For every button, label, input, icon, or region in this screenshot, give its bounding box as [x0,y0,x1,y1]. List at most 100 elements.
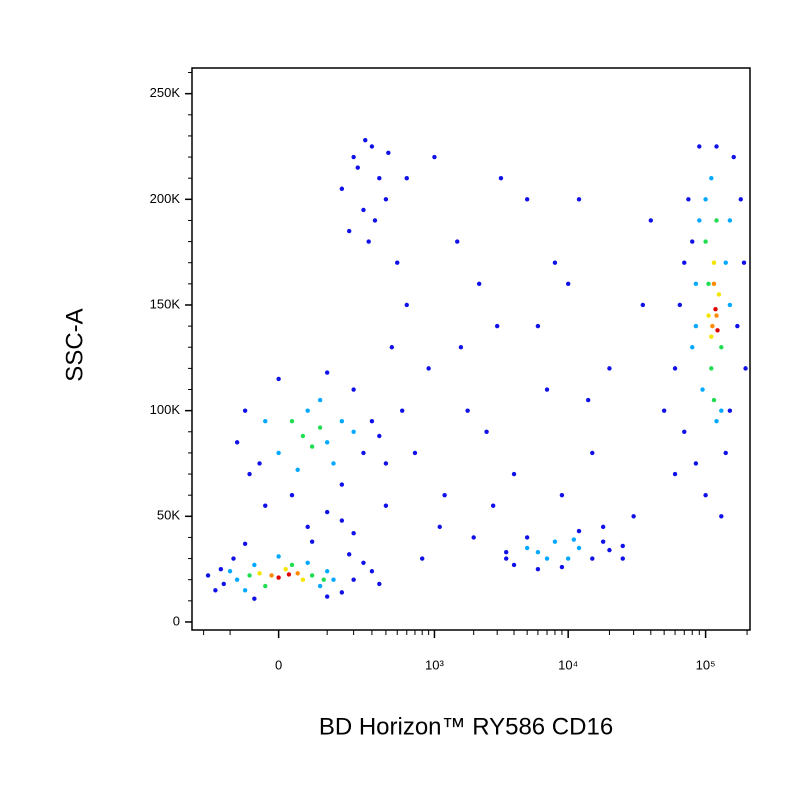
y-tick-label: 200K [150,191,181,206]
data-point [714,218,719,223]
data-point [741,260,747,265]
data-point [218,566,224,572]
data-point [276,376,281,382]
data-point [383,461,389,466]
data-point [535,550,541,555]
data-point [693,281,699,287]
data-point [719,514,724,519]
data-point [324,594,330,599]
data-point [738,197,743,202]
data-point [252,596,257,601]
data-point [324,569,330,574]
data-point [383,503,389,508]
data-point [346,228,352,234]
data-point [309,444,315,449]
data-point [242,541,248,546]
data-point [703,492,708,498]
data-point [706,313,711,318]
data-point [339,419,345,424]
data-point [300,577,306,582]
data-point [242,588,248,593]
data-point [300,433,306,439]
data-point [690,239,695,244]
data-point [709,366,714,371]
data-point [727,408,733,413]
data-point [346,552,352,557]
data-point [693,461,699,466]
data-point [257,571,262,576]
data-point [511,471,517,477]
data-point [289,562,295,568]
data-point [703,239,708,244]
data-point [690,345,695,350]
data-point [714,419,719,424]
data-point [476,281,482,287]
data-point [709,175,714,181]
data-point [231,556,236,561]
data-point [494,323,500,329]
data-point [590,450,595,456]
data-point [471,535,476,540]
data-point [484,429,489,434]
x-tick-label: 10⁵ [696,657,716,672]
data-point [309,539,315,544]
data-point [395,260,400,265]
data-point [276,554,281,559]
data-point [363,137,368,143]
data-point [339,518,345,523]
data-point [703,197,708,202]
data-point [351,531,356,536]
data-point [565,281,571,287]
data-point [369,144,375,149]
data-point [305,560,310,565]
data-point [227,569,233,574]
data-point [524,197,530,202]
data-point [697,144,702,149]
data-point [361,450,366,456]
data-point [498,175,504,181]
data-point [321,577,326,582]
data-point [339,590,345,595]
data-point [404,302,409,308]
data-point [369,569,375,574]
data-point [743,366,748,371]
data-point [361,207,366,213]
data-point [711,397,717,403]
data-point [559,492,565,498]
data-point [672,471,678,477]
data-point [263,583,268,589]
data-point [723,450,728,456]
data-point [585,397,591,403]
data-point [383,197,389,202]
data-point [544,556,550,561]
data-point [697,218,702,223]
data-point [710,323,715,329]
data-point [361,560,366,565]
data-point [305,524,310,530]
data-point [234,577,240,582]
data-point [317,583,323,589]
y-tick-label: 50K [157,508,180,523]
data-point [339,482,345,487]
data-point [714,313,719,318]
data-point [234,440,240,445]
data-point [719,345,724,350]
data-point [442,492,447,498]
data-point [677,302,683,308]
data-point [711,260,717,265]
data-point [535,323,541,329]
data-point [432,154,437,160]
data-point [735,323,740,329]
data-point [366,239,371,244]
data-point [276,450,281,456]
data-point [355,165,360,170]
data-point [648,218,654,223]
data-point [331,577,336,582]
data-point [458,345,464,350]
data-point [686,197,691,202]
data-point [490,503,496,508]
data-point [711,281,717,287]
data-point [339,186,345,191]
x-tick-label: 10⁴ [558,657,578,672]
data-point [372,218,378,223]
